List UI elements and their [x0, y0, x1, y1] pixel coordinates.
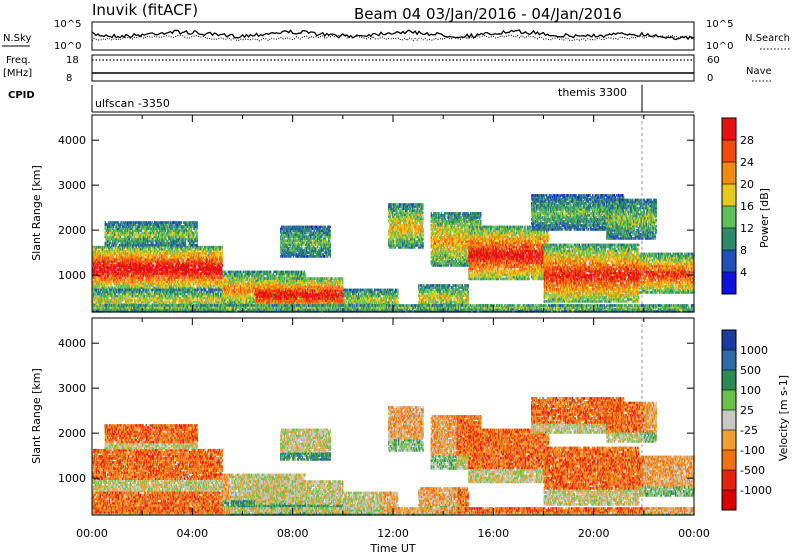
freq-tick-high: 18	[66, 55, 79, 66]
freq-tick-low: 8	[66, 73, 72, 84]
cpid-label: CPID	[8, 90, 35, 101]
nsky-tick-high: 10^5	[54, 19, 81, 30]
nsky-tick-low: 10^0	[54, 41, 81, 52]
nsearch-tick-low: 10^0	[706, 41, 733, 52]
power-echo-cell	[98, 246, 99, 249]
cpid-segment-themis: themis 3300	[558, 86, 627, 99]
nave-label: Nave	[746, 66, 772, 77]
power-echo-cell	[96, 246, 97, 249]
nsearch-tick-high: 10^5	[706, 19, 733, 30]
freq-label: Freq.	[6, 55, 31, 66]
power-heatmap	[92, 194, 695, 313]
nave-tick-low: 0	[707, 73, 713, 84]
radar-summary-plot: Inuvik (fitACF) Beam 04 03/Jan/2016 - 04…	[0, 0, 800, 554]
nsky-label: N.Sky	[3, 33, 31, 44]
freq-unit-label: [MHz]	[3, 68, 32, 79]
cpid-segment-ulfscan: ulfscan -3350	[95, 97, 170, 110]
beam-date-title: Beam 04 03/Jan/2016 - 04/Jan/2016	[354, 5, 622, 23]
freq-panel-frame	[92, 55, 694, 81]
nsearch-label: N.Search	[745, 33, 790, 44]
station-title: Inuvik (fitACF)	[92, 1, 198, 19]
power-echo-cell	[109, 272, 110, 275]
nave-tick-high: 60	[707, 55, 720, 66]
